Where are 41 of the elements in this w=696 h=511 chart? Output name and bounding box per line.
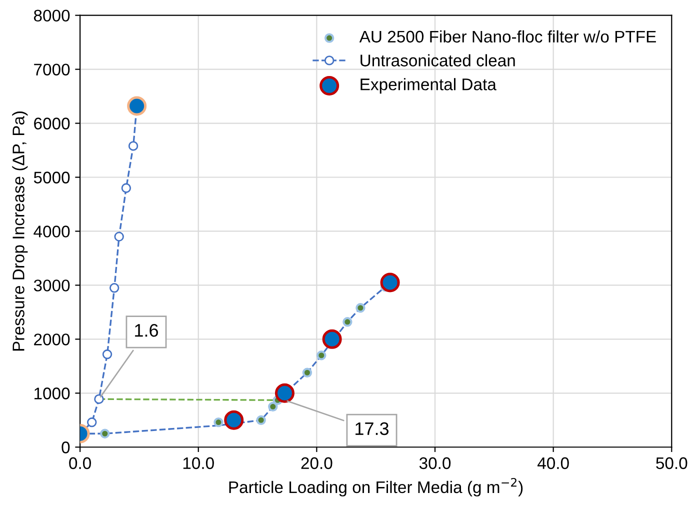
point <box>109 283 120 293</box>
x-tick-label: 0.0 <box>69 457 91 470</box>
point <box>114 232 124 242</box>
y-tick-label: 1000 <box>34 388 70 400</box>
point <box>342 317 352 327</box>
annotation: 1.6 <box>135 324 158 337</box>
x-axis-title: Particle Loading on Filter Media (g m$^{−2}$) <box>229 478 523 496</box>
legend-label: Experimental Data <box>360 78 496 94</box>
y-tick-label: 8000 <box>34 10 70 22</box>
y-tick-label: 3000 <box>34 280 70 292</box>
y-tick-label: 2000 <box>34 334 70 346</box>
y-axis-title: Pressure Drop Increase (ΔP, Pa) <box>12 112 28 351</box>
point <box>87 417 97 428</box>
y-tick-label: 5000 <box>34 172 70 184</box>
point <box>356 303 366 313</box>
point <box>302 368 312 378</box>
legend-label: Untrasonicated clean <box>360 54 515 66</box>
point <box>214 417 224 428</box>
y-tick-label: 7000 <box>34 64 70 76</box>
y-tick-label: 4000 <box>34 226 70 238</box>
point <box>256 415 266 425</box>
point <box>102 349 112 360</box>
x-tick-label: 30.0 <box>419 457 451 470</box>
x-tick-label: 50.0 <box>656 457 688 470</box>
y-tick-label: 6000 <box>34 118 70 130</box>
x-tick-label: 10.0 <box>183 457 214 470</box>
x-tick-label: 40.0 <box>537 457 569 470</box>
legend-label: AU 2500 Fiber Nano-floc filter w/o PTFE <box>359 30 656 43</box>
point <box>121 183 132 193</box>
point <box>380 272 400 292</box>
y-tick-label: 0 <box>62 442 70 454</box>
point <box>128 141 138 151</box>
point <box>274 383 294 403</box>
point <box>316 350 326 360</box>
point <box>268 402 278 412</box>
point <box>322 329 342 349</box>
x-tick-label: 20.0 <box>301 457 332 470</box>
point <box>94 394 104 404</box>
point <box>224 410 244 430</box>
annotation: 17.3 <box>356 422 389 436</box>
point <box>100 428 110 438</box>
